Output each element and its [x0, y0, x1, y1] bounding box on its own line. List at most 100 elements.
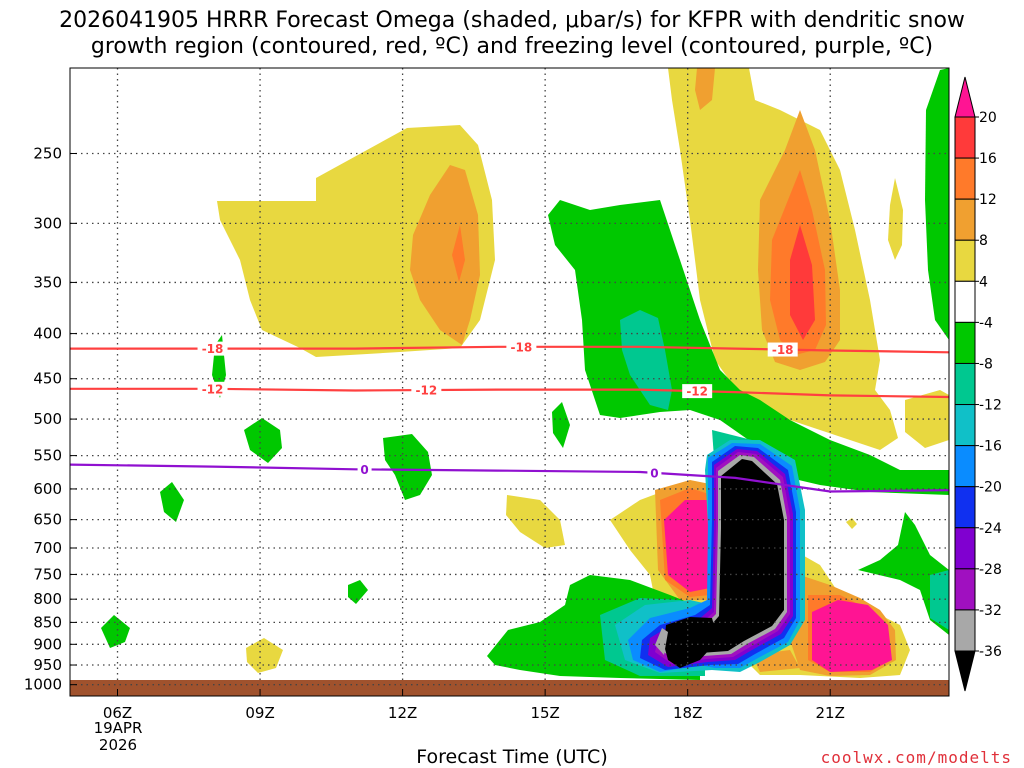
y-tick-label: 800: [33, 590, 62, 608]
contour-line: [70, 387, 950, 399]
x-tick-label: 18Z: [673, 704, 702, 722]
y-tick-label: 950: [33, 656, 62, 674]
x-tick-label: 12Z: [388, 704, 417, 722]
contour-label-bg: [411, 383, 442, 398]
y-tick-label: 1000: [24, 676, 62, 694]
contour-label-bg: [357, 462, 372, 477]
chart-title-line1: 2026041905 HRRR Forecast Omega (shaded, …: [59, 8, 965, 33]
y-tick-label: 550: [33, 447, 62, 465]
omega-negative-4-region: [858, 512, 949, 635]
colorbar-label: -36: [979, 644, 1002, 660]
colorbar-label: 8: [979, 233, 988, 249]
colorbar-label: -12: [979, 398, 1002, 414]
contour-label-bg: [682, 384, 713, 399]
x-tick-label: 06Z: [103, 704, 132, 722]
y-tick-label: 750: [33, 565, 62, 583]
omega-negative-8-region: [620, 310, 672, 410]
colorbar-label: -24: [979, 521, 1002, 537]
omega-positive-4-region: [846, 518, 857, 529]
contour-label-bg: [197, 381, 228, 396]
chart-title-line2: growth region (contoured, red, ºC) and f…: [90, 34, 934, 59]
plot-frame: [69, 67, 950, 697]
colorbar-segment: [954, 362, 976, 406]
date-label: 19APR 2026: [86, 720, 150, 754]
colorbar-bottom-arrow: [954, 650, 976, 692]
y-tick-label: 500: [33, 410, 62, 428]
contour-line: [69, 463, 950, 493]
omega-positive-20-region: [664, 500, 710, 592]
contour-label: -12: [416, 384, 438, 398]
omega-positive-8-region: [410, 165, 480, 345]
contour-lines: -18 -18 -18 -12 -12 -12 0 0: [69, 339, 950, 493]
omega-positive-12-region: [452, 225, 465, 282]
contour-label-bg: [647, 465, 662, 480]
colorbar-top-arrow: [954, 76, 976, 118]
colorbar-segment: [954, 239, 976, 282]
omega-negative-4-region: [383, 434, 432, 500]
source-credit: coolwx.com/modelts: [820, 748, 1012, 767]
omega-negative-8-region: [930, 570, 949, 630]
contour-label-bg: [506, 339, 537, 354]
y-axis-ticks: 250 300 350 400 450 500 550 600 650 700 750 800 850 9…: [24, 144, 77, 694]
colorbar: 20 16 12 8 4 -4 -8 -12 -16 -20 -24 -28 -32 -36: [954, 76, 1002, 692]
y-tick-label: 650: [33, 511, 62, 529]
colorbar-segment: [954, 198, 976, 241]
colorbar-label: -8: [979, 356, 993, 372]
ground-surface-strip: [70, 680, 949, 696]
omega-negative-4-region: [348, 580, 368, 604]
omega-negative-4-region: [101, 615, 130, 648]
colorbar-label: -16: [979, 439, 1002, 455]
y-tick-label: 450: [33, 370, 62, 388]
contour-label: -12: [202, 382, 224, 396]
x-axis-ticks: 06Z 09Z 12Z 15Z 18Z 21Z: [103, 689, 845, 722]
omega-positive-4-region: [246, 638, 283, 673]
omega-negative-4-region: [552, 402, 570, 448]
y-tick-label: 300: [33, 214, 62, 232]
y-tick-label: 600: [33, 480, 62, 498]
omega-positive-4-region: [506, 495, 565, 548]
contour-line: [70, 345, 950, 354]
colorbar-label: 12: [979, 192, 997, 208]
x-tick-label: 09Z: [245, 704, 274, 722]
y-tick-label: 850: [33, 613, 62, 631]
y-tick-label: 250: [33, 144, 62, 162]
colorbar-segment: [954, 157, 976, 200]
date-label-year: 2026: [98, 736, 138, 754]
colorbar-label: 16: [979, 151, 997, 167]
x-axis-label: Forecast Time (UTC): [416, 746, 608, 768]
omega-positive-20-region: [812, 600, 892, 672]
y-tick-label: 400: [33, 325, 62, 343]
omega-shading: [101, 68, 949, 680]
colorbar-segment: [954, 527, 976, 570]
omega-negative-4-region: [244, 418, 282, 463]
omega-negative-4-region: [925, 68, 949, 340]
chart-grid: [70, 68, 949, 686]
omega-negative-4-region: [548, 200, 949, 495]
contour-label: 0: [650, 466, 658, 480]
colorbar-segment: [954, 280, 976, 323]
colorbar-segment: [954, 568, 976, 611]
contour-label: -18: [202, 342, 224, 356]
x-tick-label: 15Z: [530, 704, 559, 722]
x-tick-label: 21Z: [816, 704, 845, 722]
colorbar-segment: [954, 116, 976, 159]
colorbar-label: 20: [979, 110, 997, 126]
omega-negative-36-region: [664, 617, 718, 668]
colorbar-segment: [954, 445, 976, 488]
y-tick-label: 900: [33, 635, 62, 653]
colorbar-label: -32: [979, 603, 1002, 619]
colorbar-segment: [954, 486, 976, 529]
omega-positive-4-region: [888, 178, 903, 260]
omega-positive-4-region: [905, 390, 949, 448]
contour-label-bg: [197, 341, 228, 356]
colorbar-segment: [954, 321, 976, 364]
date-label-day: 19APR: [93, 719, 143, 737]
colorbar-label: -28: [979, 562, 1002, 578]
contour-label: -12: [686, 385, 708, 399]
omega-negative-4-region: [160, 482, 184, 522]
contour-label: -18: [511, 340, 533, 354]
omega-negative-32-region: [655, 628, 668, 655]
omega-negative-36-region: [667, 459, 784, 658]
contour-label: -18: [772, 343, 794, 357]
